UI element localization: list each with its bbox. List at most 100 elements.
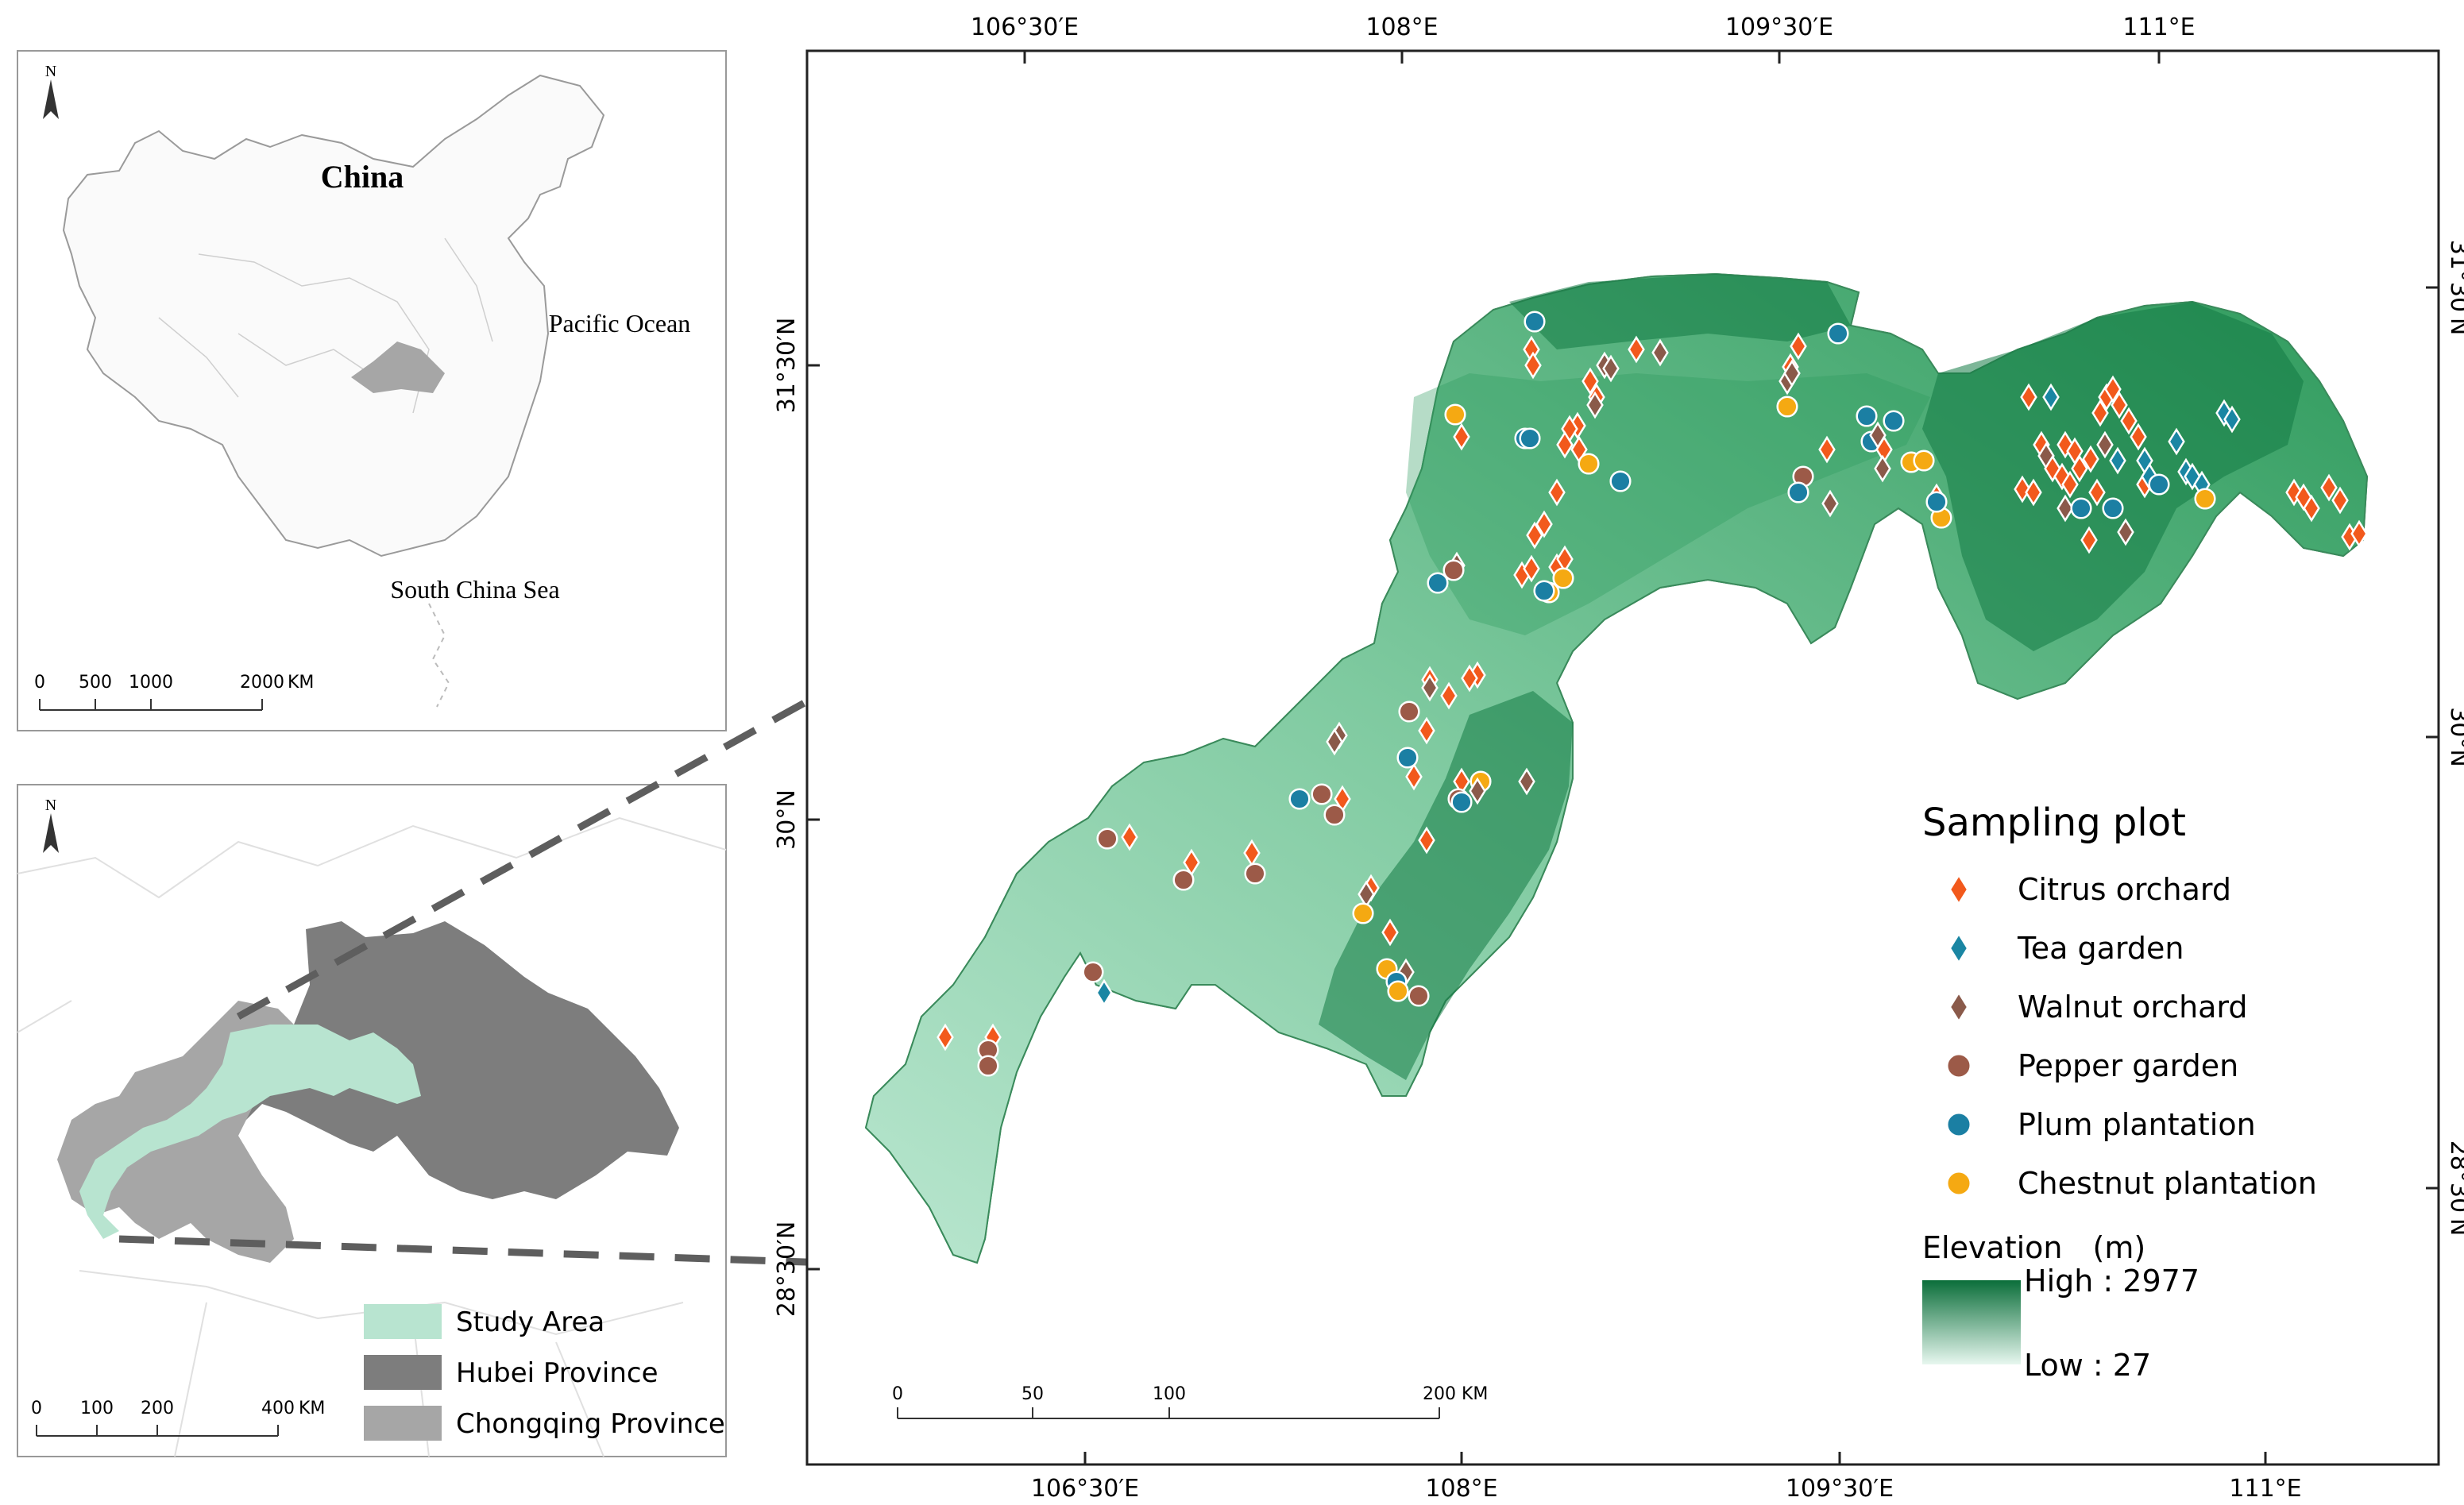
sampling-marker-96 (2025, 478, 2042, 507)
sampling-marker-21 (1533, 580, 1555, 602)
china-scale-tick-1: 500 (79, 673, 112, 693)
china-scale-bar: 0 500 1000 2000 KM (34, 673, 314, 711)
south-china-sea-label: South China Sea (390, 575, 559, 604)
sampling-marker-5 (1602, 354, 1620, 383)
sampling-marker-107 (1326, 727, 1343, 756)
left-tick-1: 31°30′N (773, 318, 801, 414)
sampling-marker-2 (1524, 311, 1546, 333)
bottom-tick-4: 111°E (2229, 1475, 2301, 1503)
sampling-marker-134 (1387, 980, 1409, 1002)
sampling-marker-26 (1552, 567, 1574, 589)
sampling-marker-42 (1821, 489, 1839, 518)
main-scale-tick-0: 0 (892, 1384, 903, 1404)
region-scale-unit: KM (299, 1399, 325, 1418)
legend-symbol-4 (1945, 1111, 1972, 1138)
sampling-marker-105 (1418, 716, 1435, 745)
sampling-marker-90 (2350, 519, 2368, 548)
elevation-low-label: Low : 27 (2024, 1348, 2151, 1383)
china-province-lines (158, 237, 493, 414)
elevation-high-label: High : 2977 (2024, 1264, 2199, 1299)
region-legend: Study Area Hubei Province Chongqing Prov… (364, 1304, 725, 1441)
china-scale-tick-0: 0 (34, 673, 45, 693)
elevation-title: Elevation (m) (1922, 1230, 2145, 1265)
sampling-marker-29 (1427, 572, 1449, 594)
sampling-marker-76 (2148, 473, 2170, 496)
sampling-marker-38 (1776, 396, 1798, 418)
bottom-tick-1: 106°30′E (1031, 1475, 1139, 1503)
legend-item-label-0: Citrus orchard (2018, 872, 2231, 907)
sampling-marker-86 (2303, 494, 2320, 523)
left-tick-2: 30°N (773, 789, 801, 850)
legend-symbol-0 (1948, 873, 1969, 906)
sampling-marker-14 (1578, 453, 1600, 475)
china-scale-tick-2: 1000 (129, 673, 173, 693)
sampling-marker-55 (2042, 383, 2060, 411)
main-map-frame (805, 49, 2440, 1466)
top-tick-2: 108°E (1365, 14, 1438, 41)
sampling-marker-68 (2130, 423, 2147, 451)
sampling-marker-77 (2168, 427, 2185, 456)
sampling-marker-33 (1827, 322, 1849, 345)
sampling-marker-139 (937, 1023, 954, 1052)
legend-label-hubei: Hubei Province (456, 1357, 658, 1389)
sampling-marker-109 (1396, 747, 1419, 769)
china-scale-unit: KM (288, 673, 314, 693)
sampling-marker-48 (1874, 454, 1891, 483)
main-scale-tick-1: 50 (1022, 1384, 1044, 1404)
sampling-marker-71 (2057, 494, 2074, 523)
sampling-marker-19 (1535, 510, 1553, 538)
map-graticule-ticks (807, 51, 2439, 1464)
bottom-tick-3: 109°30′E (1786, 1475, 1894, 1503)
sampling-marker-9 (1586, 391, 1604, 419)
north-arrow-icon (43, 79, 59, 119)
sampling-marker-12 (1556, 430, 1574, 459)
sampling-marker-135 (1408, 985, 1430, 1007)
sampling-marker-31 (1444, 403, 1466, 426)
legend-item-label-3: Pepper garden (2018, 1048, 2238, 1083)
sampling-marker-104 (1398, 700, 1420, 723)
sampling-marker-39 (1818, 435, 1836, 464)
sampling-marker-54 (2020, 383, 2037, 411)
main-scale-tick-2: 100 (1153, 1384, 1186, 1404)
sampling-marker-23 (1523, 554, 1540, 583)
sampling-marker-120 (1288, 788, 1311, 810)
sampling-marker-125 (1121, 823, 1138, 851)
legend-swatch-study-area (364, 1304, 442, 1339)
sampling-marker-17 (1548, 478, 1566, 507)
region-north-label: N (45, 797, 56, 814)
legend-symbol-1 (1948, 932, 1969, 965)
region-scale-tick-3: 400 (261, 1399, 295, 1418)
china-north-label: N (45, 63, 56, 80)
sampling-marker-112 (1450, 791, 1473, 813)
region-scale-tick-1: 100 (80, 1399, 114, 1418)
sampling-marker-45 (1883, 410, 1905, 432)
sampling-marker-122 (1244, 862, 1266, 885)
legend-item-label-5: Chestnut plantation (2018, 1166, 2317, 1201)
sampling-marker-97 (2070, 497, 2092, 519)
legend-label-study-area: Study Area (456, 1306, 604, 1338)
top-tick-4: 111°E (2122, 14, 2195, 41)
sampling-marker-37 (1783, 359, 1801, 388)
sampling-marker-7 (1582, 367, 1599, 396)
sampling-marker-3 (1628, 335, 1645, 364)
china-nine-dash-line (428, 603, 450, 708)
study-area-shape (79, 1025, 421, 1239)
sampling-marker-98 (2102, 497, 2124, 519)
china-label: China (321, 159, 404, 195)
sampling-marker-72 (2117, 518, 2134, 546)
sampling-marker-137 (1095, 978, 1113, 1007)
legend-swatch-hubei (364, 1355, 442, 1390)
sampling-marker-136 (1082, 961, 1104, 983)
top-tick-3: 109°30′E (1725, 14, 1833, 41)
region-scale-tick-0: 0 (31, 1399, 42, 1418)
sampling-marker-141 (977, 1055, 999, 1077)
china-scale-tick-3: 2000 (240, 673, 284, 693)
sampling-marker-16 (1609, 470, 1632, 492)
sampling-marker-88 (2331, 486, 2349, 515)
sampling-marker-126 (1096, 828, 1118, 850)
sampling-marker-30 (1453, 423, 1470, 451)
legend-symbol-3 (1945, 1052, 1972, 1079)
sampling-marker-63 (2091, 399, 2109, 427)
main-scale-bar: 0 50 100 200 KM (892, 1384, 1488, 1419)
